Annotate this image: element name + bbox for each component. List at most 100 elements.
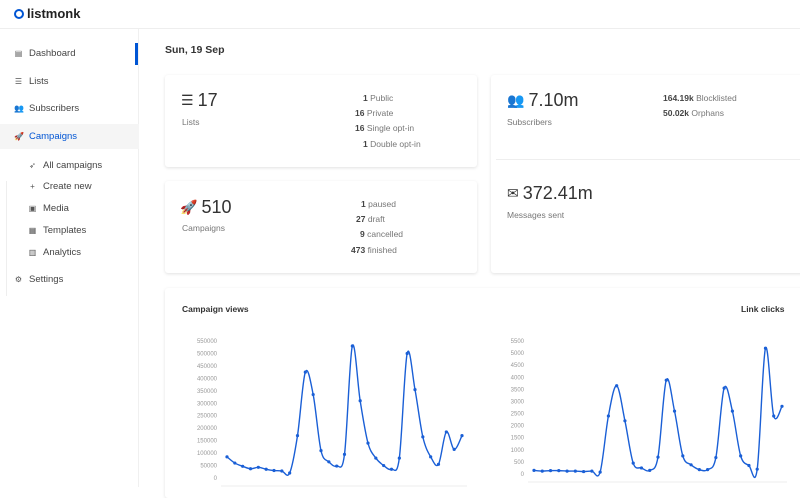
data-point[interactable] xyxy=(413,387,417,392)
stat-num: 27 xyxy=(356,214,366,225)
label: Settings xyxy=(29,274,64,285)
data-point[interactable] xyxy=(747,463,751,468)
lists-card[interactable]: ☰ 17 Lists 1 Public 16 Private 16 Single … xyxy=(165,75,477,167)
sidebar-item-settings[interactable]: ⚙ Settings xyxy=(0,267,139,292)
data-point[interactable] xyxy=(631,461,635,465)
sidebar-item-analytics[interactable]: ▥ Analytics xyxy=(0,242,139,262)
data-point[interactable] xyxy=(722,386,726,390)
data-point[interactable] xyxy=(639,466,644,470)
data-point[interactable] xyxy=(264,467,268,471)
data-point[interactable] xyxy=(436,462,441,466)
data-point[interactable] xyxy=(664,378,668,382)
messages-label: Messages sent xyxy=(507,210,565,220)
data-point[interactable] xyxy=(225,455,229,459)
data-point[interactable] xyxy=(540,469,544,473)
data-point[interactable] xyxy=(557,469,561,473)
sidebar-item-create-new[interactable]: + Create new xyxy=(0,176,139,196)
stat-num: 1 xyxy=(361,199,366,209)
data-point[interactable] xyxy=(248,467,253,471)
stat-label: Orphans xyxy=(691,108,724,119)
rocket-icon: 🚀 xyxy=(180,199,198,215)
y-tick-label: 350000 xyxy=(197,389,218,395)
data-point[interactable] xyxy=(755,467,759,471)
data-point[interactable] xyxy=(272,468,276,473)
data-point[interactable] xyxy=(311,392,315,397)
data-point[interactable] xyxy=(335,464,339,468)
y-tick-label: 2000 xyxy=(511,424,525,430)
data-point[interactable] xyxy=(648,468,652,472)
sidebar-item-subscribers[interactable]: 👥 Subscribers xyxy=(0,96,139,121)
data-point[interactable] xyxy=(590,469,594,473)
data-point[interactable] xyxy=(421,435,425,439)
subscribers-messages-card[interactable]: 👥 7.10m Subscribers 164.19k Blocklisted 5… xyxy=(491,75,800,273)
mail-icon: ✉ xyxy=(507,185,519,201)
data-point[interactable] xyxy=(780,404,784,408)
data-point[interactable] xyxy=(452,447,456,451)
charts-card: Campaign views Link clicks xyxy=(165,288,800,498)
data-point[interactable] xyxy=(739,454,743,458)
data-point[interactable] xyxy=(548,469,553,473)
sidebar-item-templates[interactable]: ▦ Templates xyxy=(0,220,139,240)
sidebar-item-lists[interactable]: ☰ Lists xyxy=(0,69,139,94)
logo[interactable]: listmonk xyxy=(14,6,80,21)
data-point[interactable] xyxy=(672,409,677,413)
data-point[interactable] xyxy=(280,469,284,473)
stat-num: 50.02k xyxy=(663,108,689,119)
campaigns-card[interactable]: 🚀 510 Campaigns 1 paused 27 draft 9 cance… xyxy=(165,181,477,273)
data-point[interactable] xyxy=(319,449,323,453)
stat-label: cancelled xyxy=(367,229,404,240)
data-point[interactable] xyxy=(342,452,347,456)
data-point[interactable] xyxy=(689,463,693,467)
y-tick-label: 550000 xyxy=(197,339,218,345)
data-point[interactable] xyxy=(358,399,362,403)
data-point[interactable] xyxy=(532,468,536,472)
data-point[interactable] xyxy=(233,461,237,465)
charts-svg: 5500005000004500004000003500003000002500… xyxy=(197,339,787,487)
data-point[interactable] xyxy=(606,414,611,418)
data-point[interactable] xyxy=(303,370,307,374)
stat-label: Single opt-in xyxy=(366,123,415,134)
data-point[interactable] xyxy=(565,469,569,473)
sidebar-item-all-campaigns[interactable]: ➶ All campaigns xyxy=(0,155,139,175)
data-point[interactable] xyxy=(429,455,433,459)
data-point[interactable] xyxy=(573,469,577,473)
data-point[interactable] xyxy=(389,467,394,471)
data-point[interactable] xyxy=(714,455,718,460)
data-point[interactable] xyxy=(288,471,292,475)
data-point[interactable] xyxy=(623,419,627,423)
data-point[interactable] xyxy=(763,346,768,350)
data-point[interactable] xyxy=(374,456,378,460)
sidebar-item-dashboard[interactable]: ▤ Dashboard xyxy=(0,41,139,66)
data-point[interactable] xyxy=(697,468,701,472)
data-point[interactable] xyxy=(444,430,448,434)
data-point[interactable] xyxy=(656,455,660,459)
data-point[interactable] xyxy=(405,351,409,356)
data-point[interactable] xyxy=(772,414,776,418)
data-point[interactable] xyxy=(730,409,735,413)
data-point[interactable] xyxy=(350,344,354,348)
data-point[interactable] xyxy=(366,441,370,445)
data-point[interactable] xyxy=(460,434,464,438)
data-point[interactable] xyxy=(327,460,331,464)
y-tick-label: 400000 xyxy=(197,376,218,382)
data-point[interactable] xyxy=(295,434,300,438)
data-point[interactable] xyxy=(582,469,586,474)
data-point[interactable] xyxy=(615,384,619,388)
stat-num: 473 xyxy=(351,244,366,255)
stat-label: draft xyxy=(367,214,385,225)
data-point[interactable] xyxy=(681,454,685,458)
sidebar-item-campaigns[interactable]: 🚀 Campaigns xyxy=(0,124,139,149)
data-point[interactable] xyxy=(382,463,386,468)
y-tick-label: 500000 xyxy=(197,351,218,357)
scroll-indicator[interactable] xyxy=(135,43,138,65)
y-tick-label: 300000 xyxy=(197,401,218,407)
logo-ring-icon xyxy=(14,8,24,19)
stat-label: Public xyxy=(370,93,394,103)
data-point[interactable] xyxy=(598,470,602,474)
data-point[interactable] xyxy=(397,456,401,460)
data-point[interactable] xyxy=(256,465,260,469)
data-point[interactable] xyxy=(241,464,245,468)
data-point[interactable] xyxy=(706,468,710,472)
messages-count: 372.41m xyxy=(522,183,593,203)
sidebar-item-media[interactable]: ▣ Media xyxy=(0,198,139,218)
